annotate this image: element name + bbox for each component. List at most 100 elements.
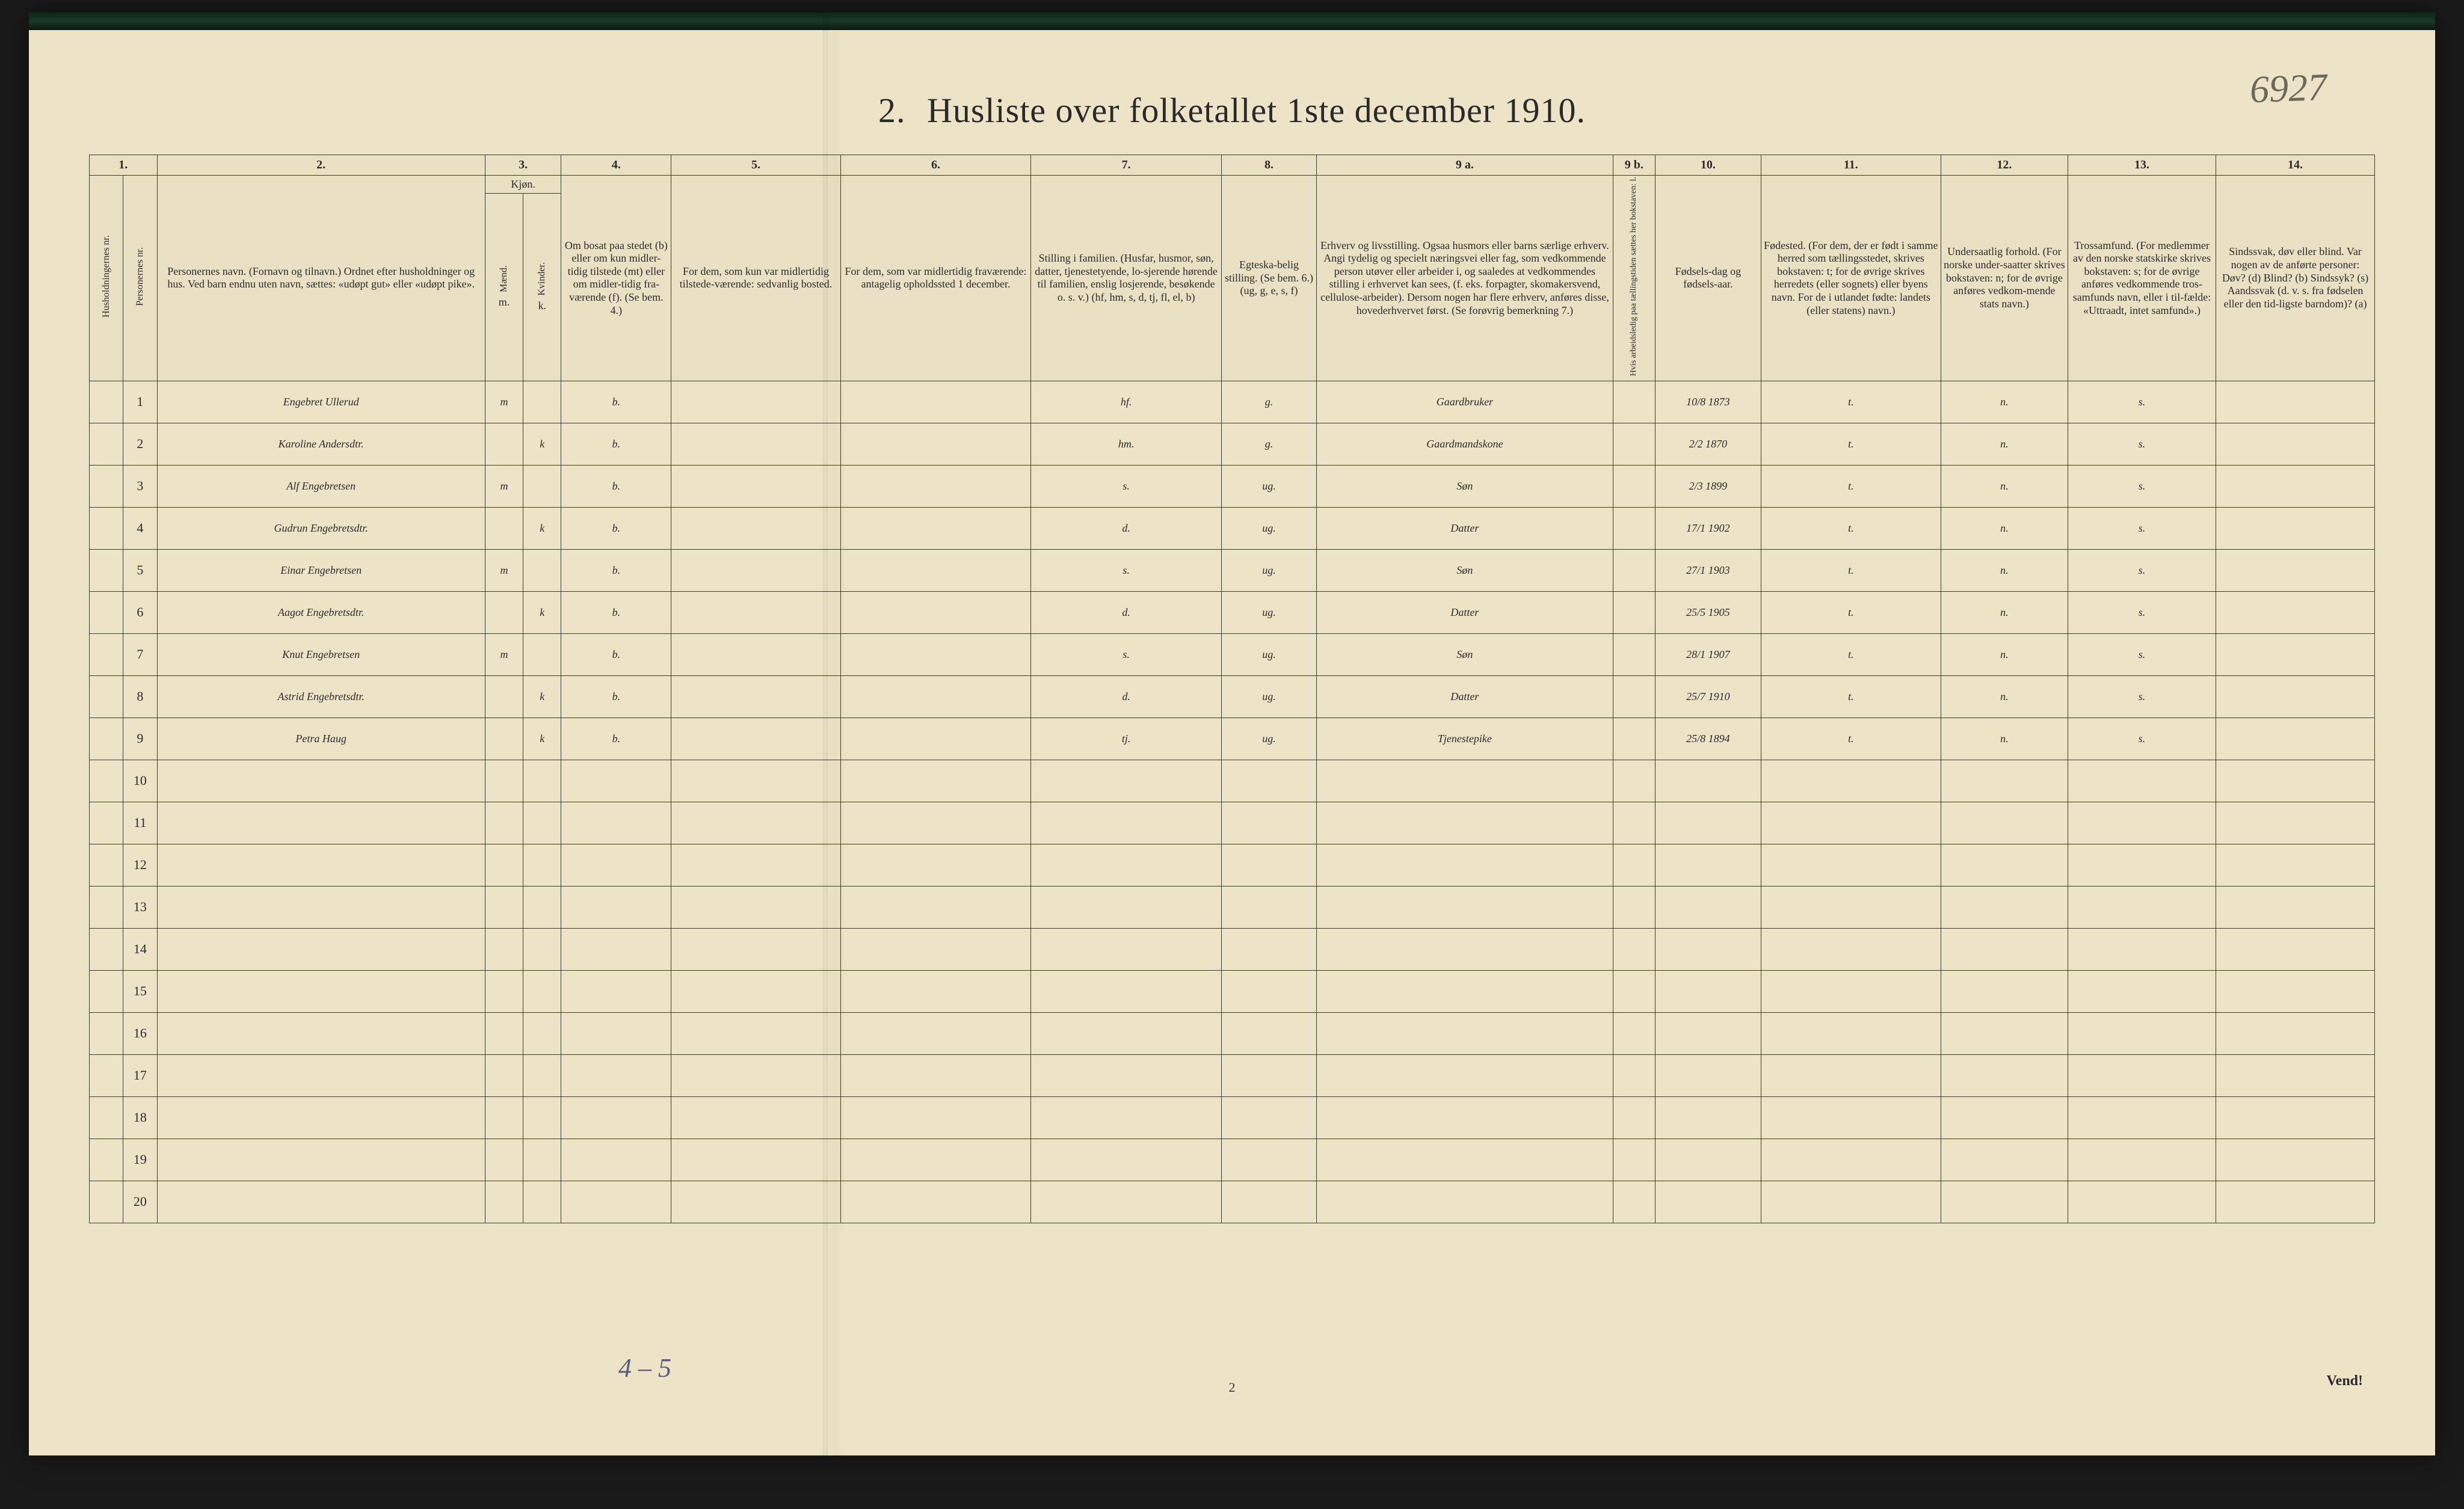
cell-temp-absent (840, 549, 1031, 591)
cell-residence: b. (561, 381, 671, 423)
cell-blank (157, 802, 485, 844)
cell-person-no: 16 (123, 1012, 157, 1054)
cell-disability (2216, 423, 2375, 465)
title-text: Husliste over folketallet 1ste december … (927, 91, 1586, 130)
cell-birthplace: t. (1761, 718, 1941, 760)
colnum: 3. (485, 155, 561, 176)
table-row-blank: 15 (90, 970, 2375, 1012)
table-row: 1Engebret Ullerudmb.hf.g.Gaardbruker10/8… (90, 381, 2375, 423)
cell-blank (1221, 760, 1316, 802)
cell-person-no: 5 (123, 549, 157, 591)
table-row-blank: 12 (90, 844, 2375, 886)
col-header-birthplace: Fødested. (For dem, der er født i samme … (1761, 176, 1941, 381)
cell-blank (2068, 928, 2216, 970)
cell-sex-k: k (523, 423, 561, 465)
cell-blank (157, 1012, 485, 1054)
cell-blank (1655, 1054, 1761, 1096)
cell-residence: b. (561, 591, 671, 633)
cell-blank (1613, 844, 1655, 886)
cell-person-no: 18 (123, 1096, 157, 1139)
cell-person-no: 12 (123, 844, 157, 886)
cell-blank (485, 886, 523, 928)
cell-blank (1655, 970, 1761, 1012)
cell-person-no: 3 (123, 465, 157, 507)
cell-blank (2216, 928, 2375, 970)
cell-person-no: 13 (123, 886, 157, 928)
col-header-religion: Trossamfund. (For medlemmer av den norsk… (2068, 176, 2216, 381)
cell-person-no: 2 (123, 423, 157, 465)
cell-blank (2068, 1139, 2216, 1181)
col-header-temp-present: For dem, som kun var midlertidig tilsted… (671, 176, 840, 381)
cell-person-no: 7 (123, 633, 157, 675)
cell-blank (157, 1054, 485, 1096)
cell-blank (2068, 1012, 2216, 1054)
cell-blank (1613, 928, 1655, 970)
cell-blank (1613, 760, 1655, 802)
cell-household-no (90, 886, 123, 928)
cell-temp-absent (840, 718, 1031, 760)
cell-sex-k: k (523, 507, 561, 549)
cell-birthplace: t. (1761, 633, 1941, 675)
cell-blank (561, 1139, 671, 1181)
cell-blank (840, 1012, 1031, 1054)
cell-family-position: d. (1031, 675, 1222, 718)
cell-blank (1761, 1012, 1941, 1054)
cell-household-no (90, 633, 123, 675)
cell-religion: s. (2068, 507, 2216, 549)
cell-blank (1613, 970, 1655, 1012)
cell-sex-k: k (523, 718, 561, 760)
cell-blank (2216, 760, 2375, 802)
cell-blank (1317, 1139, 1613, 1181)
cell-household-no (90, 1181, 123, 1223)
cell-blank (2216, 1139, 2375, 1181)
cell-sex-m (485, 718, 523, 760)
colnum: 4. (561, 155, 671, 176)
cell-blank (1761, 1139, 1941, 1181)
cell-temp-present (671, 633, 840, 675)
cell-household-no (90, 423, 123, 465)
cell-birthdate: 2/3 1899 (1655, 465, 1761, 507)
cell-occupation: Datter (1317, 507, 1613, 549)
cell-disability (2216, 381, 2375, 423)
cell-birthdate: 17/1 1902 (1655, 507, 1761, 549)
cell-blank (561, 928, 671, 970)
cell-name: Engebret Ullerud (157, 381, 485, 423)
cell-occupation: Datter (1317, 675, 1613, 718)
cell-family-position: s. (1031, 549, 1222, 591)
table-row-blank: 14 (90, 928, 2375, 970)
cell-disability (2216, 549, 2375, 591)
handwritten-bottom-note: 4 – 5 (618, 1353, 671, 1383)
cell-household-no (90, 1012, 123, 1054)
cell-blank (2216, 970, 2375, 1012)
cell-blank (1613, 1139, 1655, 1181)
cell-person-no: 4 (123, 507, 157, 549)
cell-blank (523, 886, 561, 928)
cell-blank (157, 760, 485, 802)
cell-religion: s. (2068, 718, 2216, 760)
cell-household-no (90, 760, 123, 802)
printed-page-number: 2 (1229, 1380, 1236, 1395)
colnum: 5. (671, 155, 840, 176)
cell-birthdate: 25/8 1894 (1655, 718, 1761, 760)
cell-blank (1317, 1181, 1613, 1223)
cell-disability (2216, 465, 2375, 507)
cell-blank (840, 1096, 1031, 1139)
cell-household-no (90, 802, 123, 844)
cell-blank (840, 1054, 1031, 1096)
cell-blank (1761, 1181, 1941, 1223)
cell-residence: b. (561, 465, 671, 507)
cell-marital: ug. (1221, 465, 1316, 507)
cell-person-no: 8 (123, 675, 157, 718)
cell-blank (1613, 1054, 1655, 1096)
cell-disability (2216, 591, 2375, 633)
cell-household-no (90, 1096, 123, 1139)
cell-blank (485, 928, 523, 970)
cell-birthplace: t. (1761, 549, 1941, 591)
cell-blank (157, 844, 485, 886)
cell-nationality: n. (1941, 633, 2068, 675)
cell-blank (2216, 1181, 2375, 1223)
page-fold (823, 12, 828, 1455)
cell-blank (1761, 970, 1941, 1012)
cell-sex-k (523, 633, 561, 675)
cell-temp-present (671, 549, 840, 591)
